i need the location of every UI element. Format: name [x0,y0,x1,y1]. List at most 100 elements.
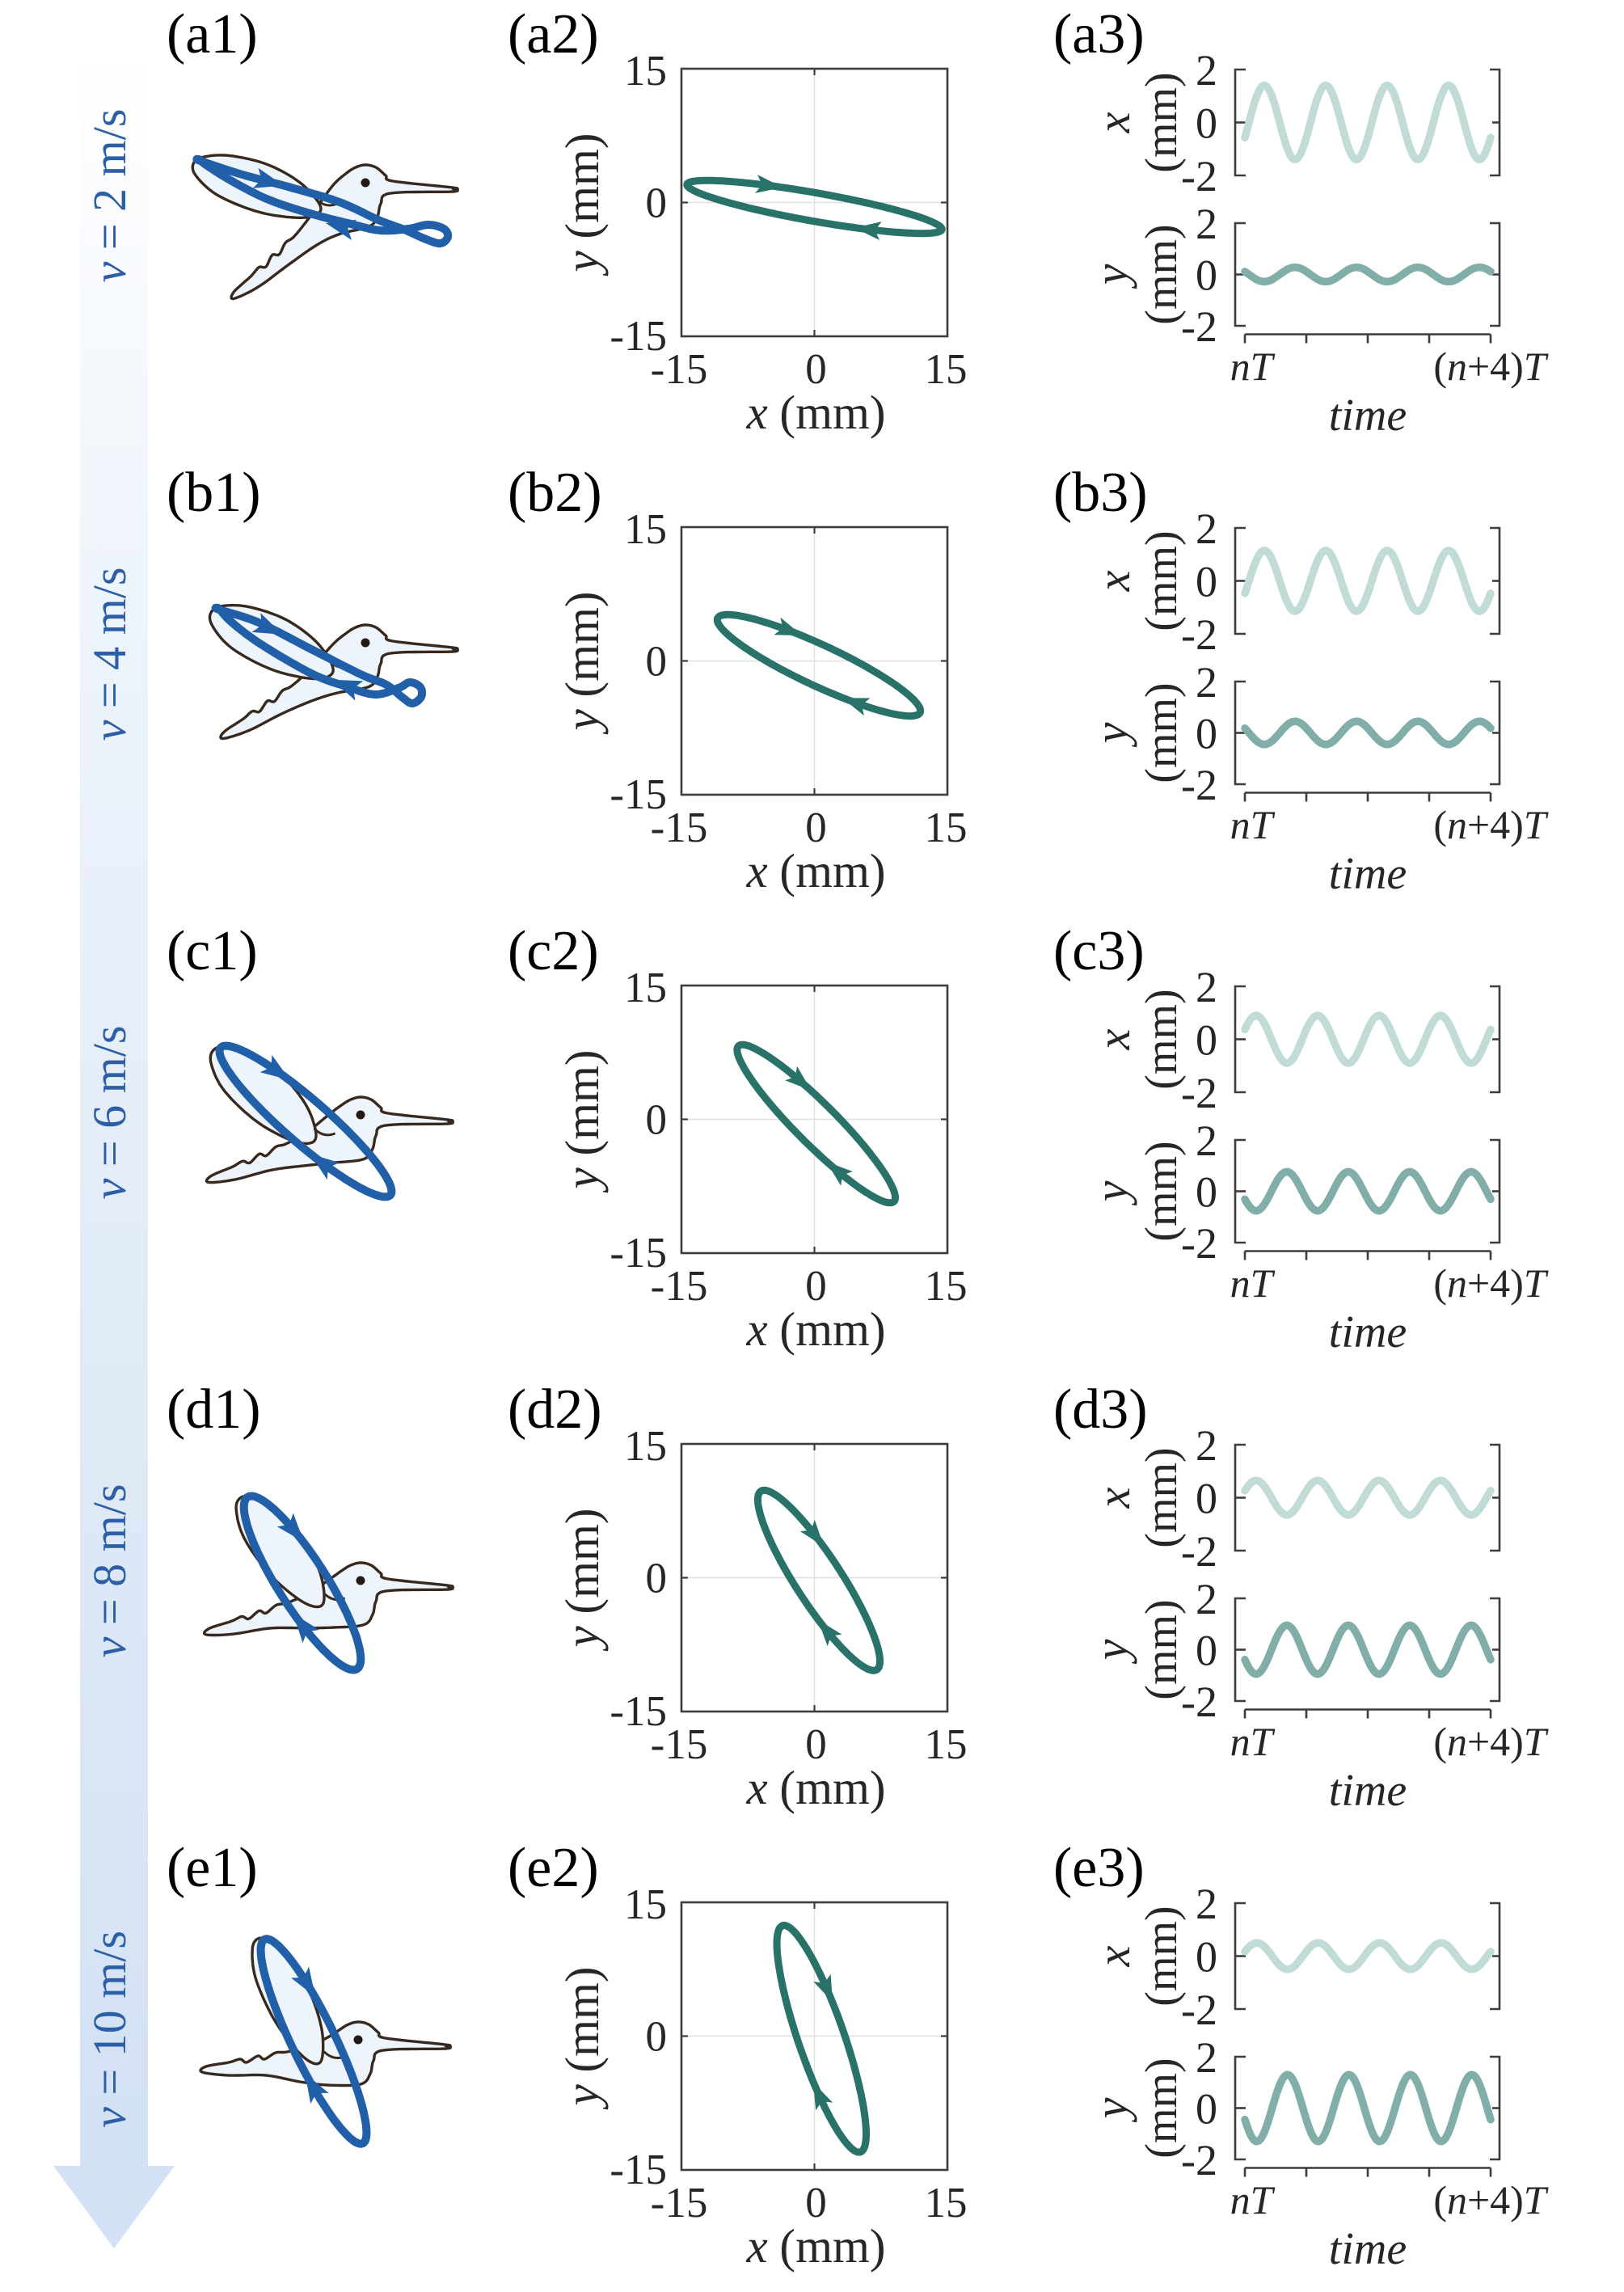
svg-text:(n+4)T: (n+4)T [1433,344,1549,389]
svg-text:0: 0 [1196,1016,1217,1065]
svg-text:y (mm): y (mm) [555,1966,609,2109]
svg-text:0: 0 [1196,558,1217,606]
svg-text:v = 8 m/s: v = 8 m/s [83,1484,136,1658]
svg-text:0: 0 [646,2014,668,2061]
svg-text:0: 0 [805,1721,827,1768]
svg-text:(n+4)T: (n+4)T [1433,1719,1549,1764]
svg-text:(a3): (a3) [1053,3,1145,65]
svg-text:(e1): (e1) [167,1837,258,1899]
svg-text:(mm): (mm) [1137,1141,1187,1241]
svg-text:(b2): (b2) [508,462,602,524]
svg-text:(c1): (c1) [167,920,258,982]
svg-text:-15: -15 [651,804,708,851]
svg-text:time: time [1329,2224,1407,2274]
svg-text:2: 2 [1196,1116,1217,1165]
svg-text:x (mm): x (mm) [745,1302,885,1356]
svg-text:(c2): (c2) [508,920,599,982]
svg-text:(mm): (mm) [1137,1906,1187,2006]
svg-text:15: 15 [925,804,968,851]
svg-text:nT: nT [1230,1719,1276,1764]
svg-text:time: time [1329,1766,1407,1816]
svg-text:(mm): (mm) [1137,1599,1187,1699]
svg-text:x: x [1087,1945,1140,1967]
svg-text:0: 0 [1196,1627,1217,1675]
svg-text:(mm): (mm) [1137,530,1187,631]
svg-text:time: time [1329,1307,1407,1357]
svg-text:x: x [1087,1487,1140,1509]
svg-text:-15: -15 [651,1721,708,1768]
svg-text:-15: -15 [610,2146,667,2193]
svg-text:(b3): (b3) [1053,462,1148,524]
svg-text:(e3): (e3) [1053,1837,1145,1899]
svg-text:y (mm): y (mm) [555,591,609,734]
svg-text:y: y [1085,722,1137,747]
svg-text:0: 0 [1196,99,1217,148]
svg-text:v = 6 m/s: v = 6 m/s [83,1026,136,1200]
svg-text:15: 15 [624,506,667,553]
svg-text:-15: -15 [610,1688,667,1735]
svg-text:(n+4)T: (n+4)T [1433,802,1549,847]
svg-text:0: 0 [646,180,668,227]
svg-text:15: 15 [925,1721,968,1768]
svg-text:(n+4)T: (n+4)T [1433,1260,1549,1306]
svg-text:15: 15 [624,1423,667,1470]
svg-text:v = 10 m/s: v = 10 m/s [83,1931,136,2128]
svg-text:x (mm): x (mm) [745,844,885,897]
svg-text:x: x [1087,112,1140,133]
svg-text:15: 15 [624,1881,667,1928]
svg-text:x: x [1087,570,1140,592]
svg-text:0: 0 [805,1263,827,1310]
svg-text:(c3): (c3) [1053,920,1145,982]
svg-text:2: 2 [1196,658,1217,707]
svg-text:-2: -2 [1181,761,1217,809]
svg-text:(a1): (a1) [167,3,258,65]
svg-text:nT: nT [1230,2177,1276,2222]
svg-text:(mm): (mm) [1137,989,1187,1089]
svg-text:2: 2 [1196,46,1217,95]
svg-text:y: y [1085,1180,1137,1205]
svg-text:0: 0 [805,2180,827,2227]
svg-text:-2: -2 [1181,1678,1217,1726]
svg-text:(a2): (a2) [508,3,599,65]
svg-text:-15: -15 [651,346,708,393]
svg-text:2: 2 [1196,504,1217,553]
svg-text:nT: nT [1230,802,1276,847]
svg-text:2: 2 [1196,2033,1217,2082]
svg-text:15: 15 [925,1263,968,1310]
svg-text:x (mm): x (mm) [745,386,885,439]
svg-text:y (mm): y (mm) [555,133,609,276]
svg-text:0: 0 [805,346,827,393]
svg-text:y: y [1085,1639,1137,1664]
svg-text:-15: -15 [610,771,667,818]
svg-text:-15: -15 [651,1263,708,1310]
svg-text:(mm): (mm) [1137,682,1187,783]
svg-text:(mm): (mm) [1137,72,1187,172]
svg-text:v = 4 m/s: v = 4 m/s [83,568,136,741]
svg-text:-2: -2 [1181,302,1217,351]
svg-text:-15: -15 [651,2180,708,2227]
svg-text:y (mm): y (mm) [555,1049,609,1192]
svg-text:15: 15 [925,2180,968,2227]
svg-text:nT: nT [1230,344,1276,389]
svg-text:2: 2 [1196,1880,1217,1928]
svg-text:2: 2 [1196,1421,1217,1470]
svg-text:0: 0 [646,1555,668,1602]
svg-text:0: 0 [1196,710,1217,758]
svg-text:(mm): (mm) [1137,1447,1187,1547]
svg-text:0: 0 [1196,251,1217,300]
svg-text:0: 0 [646,1097,668,1144]
svg-text:(d2): (d2) [508,1378,602,1441]
svg-text:x (mm): x (mm) [745,2219,885,2273]
svg-text:-2: -2 [1181,1219,1217,1268]
svg-text:-15: -15 [610,1230,667,1277]
svg-text:(d3): (d3) [1053,1378,1148,1441]
svg-text:-2: -2 [1181,1986,1217,2034]
svg-text:(mm): (mm) [1137,2058,1187,2158]
svg-text:-2: -2 [1181,610,1217,659]
svg-text:-2: -2 [1181,2136,1217,2184]
svg-text:15: 15 [624,964,667,1011]
svg-text:2: 2 [1196,200,1217,248]
svg-text:0: 0 [1196,1933,1217,1982]
svg-text:0: 0 [1196,1168,1217,1217]
svg-text:0: 0 [646,639,668,686]
